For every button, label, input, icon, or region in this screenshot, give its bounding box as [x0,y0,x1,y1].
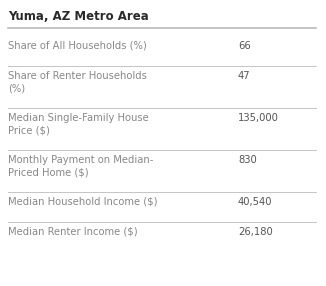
Text: Median Renter Income ($): Median Renter Income ($) [8,227,138,237]
Text: Monthly Payment on Median-
Priced Home ($): Monthly Payment on Median- Priced Home (… [8,155,153,178]
Text: 830: 830 [238,155,257,165]
Text: Share of Renter Households
(%): Share of Renter Households (%) [8,71,147,94]
Text: 40,540: 40,540 [238,197,273,207]
Text: 66: 66 [238,41,251,51]
Text: 135,000: 135,000 [238,113,279,123]
Text: Yuma, AZ Metro Area: Yuma, AZ Metro Area [8,10,149,23]
Text: Share of All Households (%): Share of All Households (%) [8,41,147,51]
Text: Median Single-Family House
Price ($): Median Single-Family House Price ($) [8,113,149,136]
Text: 47: 47 [238,71,251,81]
Text: 26,180: 26,180 [238,227,273,237]
Text: Median Household Income ($): Median Household Income ($) [8,197,157,207]
